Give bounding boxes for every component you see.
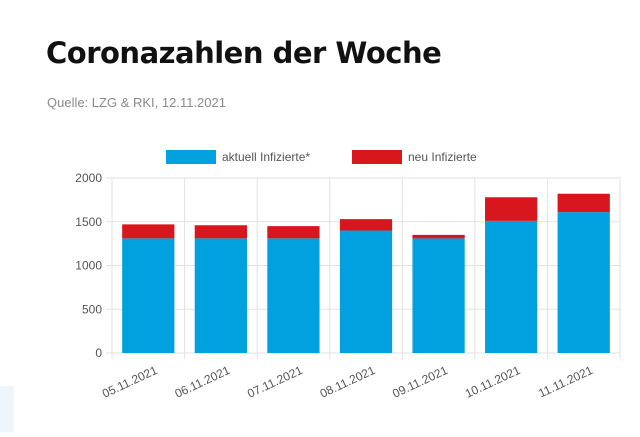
y-tick-label: 500 (82, 302, 102, 316)
bar-segment-aktuell (412, 238, 465, 353)
page-title: Coronazahlen der Woche (46, 36, 442, 70)
x-axis-labels: 05.11.2021 06.11.2021 07.11.2021 08.11.2021… (100, 363, 595, 401)
bar-segment-neu (339, 219, 393, 231)
bar-segment-aktuell (557, 212, 610, 353)
bar-segment-neu (267, 226, 320, 239)
legend-label: neu Infizierte (408, 150, 477, 164)
legend: aktuell Infizierte* neu Infizierte (166, 150, 477, 164)
x-tick-label: 08.11.2021 (318, 363, 378, 401)
x-tick-label: 10.11.2021 (463, 363, 523, 401)
bar-segment-neu (557, 193, 610, 213)
bars (122, 193, 610, 353)
bar-segment-neu (122, 224, 175, 239)
bar-segment-neu (485, 197, 538, 221)
y-tick-label: 0 (95, 346, 102, 360)
y-tick-label: 1500 (75, 215, 102, 229)
x-tick-label: 06.11.2021 (173, 363, 233, 401)
x-tick-label: 11.11.2021 (536, 363, 595, 400)
bar-segment-aktuell (267, 238, 320, 353)
y-tick-label: 2000 (75, 171, 102, 185)
bar-segment-aktuell (339, 230, 393, 353)
legend-label: aktuell Infizierte* (222, 150, 310, 164)
bar-segment-aktuell (485, 220, 538, 353)
bar-segment-neu (194, 225, 247, 239)
x-tick-label: 07.11.2021 (245, 363, 305, 401)
x-tick-label: 09.11.2021 (390, 363, 450, 401)
legend-swatch (352, 150, 402, 164)
x-tick-label: 05.11.2021 (100, 363, 160, 401)
bar-segment-neu (412, 234, 465, 239)
legend-swatch (166, 150, 216, 164)
source-note: Quelle: LZG & RKI, 12.11.2021 (47, 95, 226, 110)
y-axis-ticks: 0 500 1000 1500 2000 (75, 171, 102, 360)
side-accent (0, 386, 14, 432)
bar-segment-aktuell (194, 238, 247, 353)
bar-segment-aktuell (122, 238, 175, 353)
y-tick-label: 1000 (75, 259, 102, 273)
